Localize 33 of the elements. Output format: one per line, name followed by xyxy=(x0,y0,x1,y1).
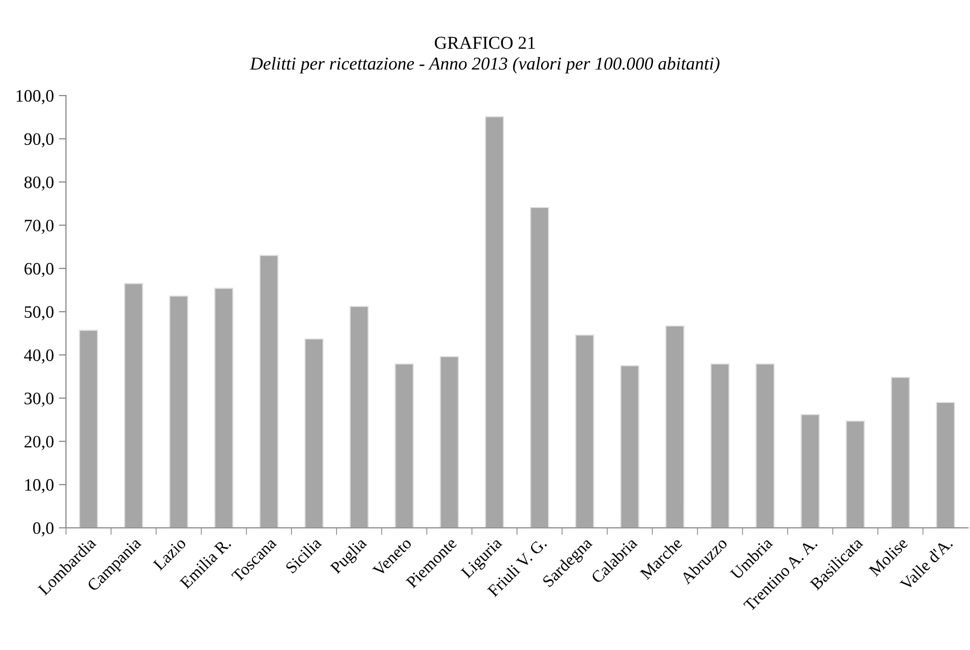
bar xyxy=(350,306,369,528)
y-tick-label: 0,0 xyxy=(33,522,54,536)
y-tick-label: 40,0 xyxy=(24,349,54,364)
y-tick-label: 70,0 xyxy=(24,220,54,234)
bar xyxy=(756,363,775,528)
bar xyxy=(665,325,684,528)
y-tick-label: 10,0 xyxy=(25,479,54,494)
bar xyxy=(530,206,550,528)
bar xyxy=(800,414,820,528)
bar xyxy=(484,116,504,528)
y-tick-label: 100,0 xyxy=(16,90,54,104)
bar xyxy=(214,288,234,528)
bar xyxy=(846,420,865,528)
bar xyxy=(259,254,279,528)
bar xyxy=(890,376,910,528)
bar xyxy=(304,338,324,528)
bar xyxy=(440,356,459,528)
bar xyxy=(394,363,414,528)
bar xyxy=(710,363,730,528)
y-tick-label: 80,0 xyxy=(24,176,54,191)
chart-title: GRAFICO 21 xyxy=(434,36,535,49)
y-tick-label: 20,0 xyxy=(24,436,54,450)
y-tick-label: 50,0 xyxy=(24,306,54,320)
chart-subtitle: Delitti per ricettazione - Anno 2013 (valori per 100.000 abitanti) xyxy=(250,57,720,74)
y-tick-label: 60,0 xyxy=(24,262,54,278)
bar xyxy=(575,334,594,528)
bar xyxy=(124,283,144,528)
y-tick-label: 30,0 xyxy=(24,392,54,407)
bar xyxy=(620,365,640,528)
bar xyxy=(169,296,188,528)
bar xyxy=(78,330,98,528)
y-tick-label: 90,0 xyxy=(24,133,54,148)
bar xyxy=(936,402,956,528)
